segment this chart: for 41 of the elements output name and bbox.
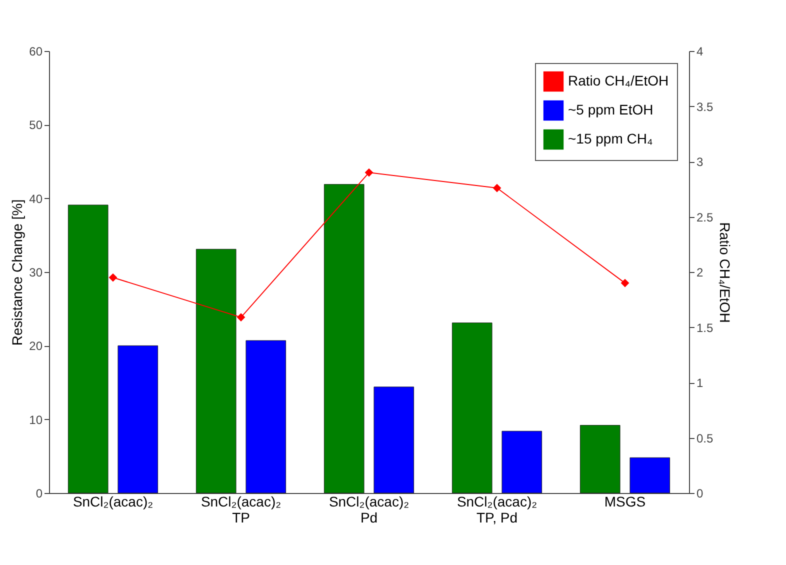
y-tick-label: 50	[29, 118, 43, 132]
legend-label: Ratio CH₄/EtOH	[568, 72, 669, 88]
bar	[502, 430, 542, 494]
x-tick-label: SnCl₂(acac)₂	[72, 494, 154, 510]
y2-tick-label: 0.5	[696, 431, 714, 446]
x-tick-label: SnCl₂(acac)₂ Pd	[328, 494, 410, 526]
y2-tick-label: 2.5	[696, 210, 714, 224]
y2-tick-label: 3	[696, 155, 704, 169]
y-tick-label: 60	[29, 44, 43, 58]
bar	[324, 184, 364, 494]
bar	[374, 386, 414, 494]
y2-tick-label: 4	[696, 44, 704, 58]
legend-label: ~15 ppm CH₄	[568, 130, 653, 146]
bar	[246, 340, 286, 494]
y-axis-title: Resistance Change [%]	[9, 199, 26, 346]
x-tick-label: SnCl₂(acac)₂ TP, Pd	[456, 494, 538, 526]
point	[108, 273, 118, 282]
bar	[580, 424, 620, 494]
bar	[630, 457, 670, 494]
y2-axis-title: Ratio CH₄/EtOH	[717, 222, 734, 323]
point	[364, 168, 374, 177]
y-tick-label: 30	[29, 266, 43, 280]
y-tick-label: 40	[29, 192, 43, 206]
bar	[118, 345, 158, 494]
y-tick-label: 10	[29, 412, 43, 427]
point	[620, 278, 630, 288]
x-tick-label: SnCl₂(acac)₂ TP	[200, 494, 282, 526]
x-tick-label: MSGS	[604, 494, 646, 510]
point	[236, 313, 246, 322]
point	[492, 184, 502, 192]
bar	[452, 322, 492, 494]
y2-tick-label: 0	[696, 486, 704, 500]
bar	[68, 204, 108, 494]
y-tick-label: 0	[36, 486, 43, 500]
y2-tick-label: 1.5	[696, 320, 714, 335]
bar	[196, 248, 236, 494]
y-tick-label: 20	[29, 339, 43, 354]
y2-tick-label: 2	[696, 266, 704, 280]
legend-label: ~5 ppm EtOH	[568, 102, 654, 118]
y2-tick-label: 3.5	[696, 100, 714, 114]
y2-tick-label: 1	[696, 376, 704, 390]
